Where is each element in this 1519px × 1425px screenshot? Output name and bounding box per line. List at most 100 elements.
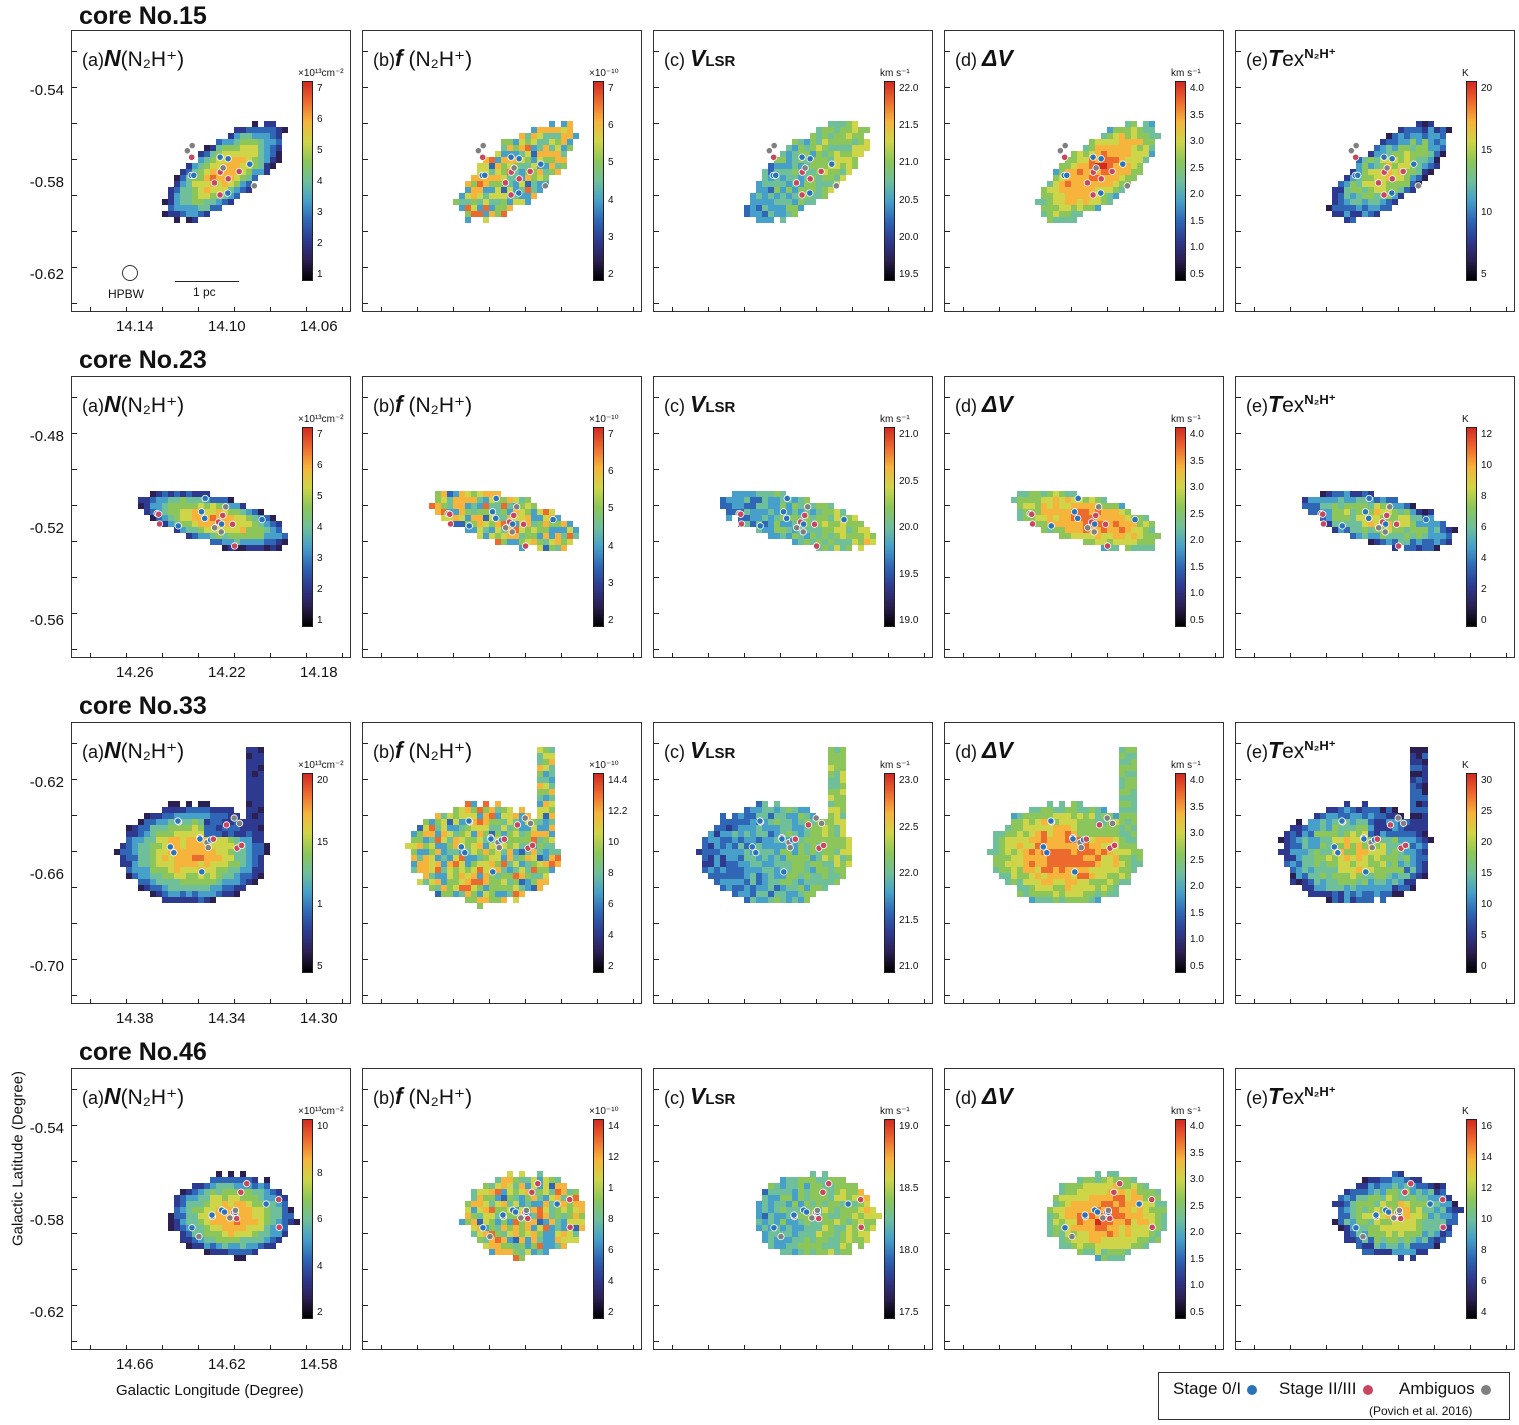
map-pixel — [222, 855, 228, 861]
map-pixel — [840, 151, 846, 157]
map-pixel — [1101, 515, 1107, 521]
map-pixel — [750, 825, 756, 831]
map-pixel — [1410, 819, 1416, 825]
map-pixel — [495, 169, 501, 175]
map-pixel — [1131, 139, 1137, 145]
map-pixel — [234, 145, 240, 151]
map-pixel — [762, 1189, 768, 1195]
map-pixel — [1113, 825, 1119, 831]
map-pixel — [1053, 503, 1059, 509]
map-pixel — [549, 807, 555, 813]
axis-tick — [654, 1233, 659, 1234]
map-pixel — [1350, 885, 1356, 891]
map-pixel — [531, 187, 537, 193]
map-pixel — [780, 813, 786, 819]
map-pixel — [1125, 777, 1131, 783]
axis-tick — [270, 1345, 271, 1350]
colorbar-tick-label: 12 — [1481, 429, 1493, 440]
map-pixel — [192, 509, 198, 515]
map-pixel — [216, 1195, 222, 1201]
map-pixel — [531, 1231, 537, 1237]
map-pixel — [234, 825, 240, 831]
colorbar-tick-label: 3.5 — [1190, 455, 1204, 467]
map-pixel — [543, 1225, 549, 1231]
map-pixel — [537, 127, 543, 133]
map-pixel — [258, 825, 264, 831]
map-pixel — [1410, 157, 1416, 163]
map-pixel — [483, 849, 489, 855]
map-pixel — [1398, 521, 1404, 527]
map-pixel — [1089, 503, 1095, 509]
map-pixel — [579, 1219, 585, 1225]
map-image — [987, 747, 1143, 903]
axis-tick — [363, 815, 368, 816]
map-pixel — [1005, 831, 1011, 837]
map-pixel — [1422, 145, 1428, 151]
map-pixel — [573, 1219, 579, 1225]
map-pixel — [537, 1213, 543, 1219]
axis-tick — [525, 1345, 526, 1350]
map-pixel — [114, 849, 120, 855]
panel-label-rest: (N₂H⁺) — [120, 394, 185, 417]
map-pixel — [1065, 193, 1071, 199]
yso-marker — [1091, 520, 1099, 528]
map-pixel — [720, 831, 726, 837]
map-pixel — [549, 139, 555, 145]
map-pixel — [441, 867, 447, 873]
map-pixel — [477, 1213, 483, 1219]
map-pixel — [555, 849, 561, 855]
map-pixel — [822, 1201, 828, 1207]
map-pixel — [834, 801, 840, 807]
map-pixel — [204, 849, 210, 855]
map-pixel — [210, 193, 216, 199]
map-pixel — [222, 1201, 228, 1207]
map-pixel — [495, 1213, 501, 1219]
map-pixel — [804, 509, 810, 515]
map-pixel — [1125, 801, 1131, 807]
map-pixel — [252, 825, 258, 831]
yso-marker — [230, 542, 239, 550]
map-pixel — [258, 1225, 264, 1231]
map-pixel — [561, 527, 567, 533]
map-pixel — [501, 843, 507, 849]
map-pixel — [828, 187, 834, 193]
map-pixel — [744, 879, 750, 885]
axis-tick — [363, 433, 368, 434]
map-pixel — [507, 181, 513, 187]
map-pixel — [525, 1177, 531, 1183]
map-pixel — [489, 885, 495, 891]
map-pixel — [1404, 873, 1410, 879]
x-tick-label: 14.62 — [208, 1356, 246, 1373]
map-pixel — [471, 1219, 477, 1225]
map-pixel — [228, 145, 234, 151]
map-pixel — [495, 491, 501, 497]
yso-marker — [507, 191, 515, 199]
map-pixel — [180, 503, 186, 509]
panel-label: (a)N(N₂H⁺) — [82, 391, 184, 418]
map-pixel — [762, 527, 768, 533]
map-pixel — [738, 855, 744, 861]
map-pixel — [1410, 873, 1416, 879]
map-pixel — [1338, 891, 1344, 897]
map-pixel — [525, 193, 531, 199]
map-pixel — [471, 1195, 477, 1201]
map-pixel — [216, 145, 222, 151]
map-pixel — [549, 1201, 555, 1207]
map-pixel — [126, 825, 132, 831]
map-pixel — [828, 127, 834, 133]
map-pixel — [258, 783, 264, 789]
map-pixel — [228, 151, 234, 157]
map-pixel — [168, 861, 174, 867]
map-pixel — [1017, 509, 1023, 515]
map-pixel — [1125, 795, 1131, 801]
map-pixel — [756, 867, 762, 873]
map-pixel — [756, 813, 762, 819]
axis-tick — [198, 999, 199, 1004]
map-pixel — [210, 205, 216, 211]
map-pixel — [246, 825, 252, 831]
map-pixel — [840, 783, 846, 789]
map-pixel — [1398, 825, 1404, 831]
map-pixel — [252, 527, 258, 533]
axis-tick — [654, 267, 659, 268]
map-pixel — [465, 801, 471, 807]
